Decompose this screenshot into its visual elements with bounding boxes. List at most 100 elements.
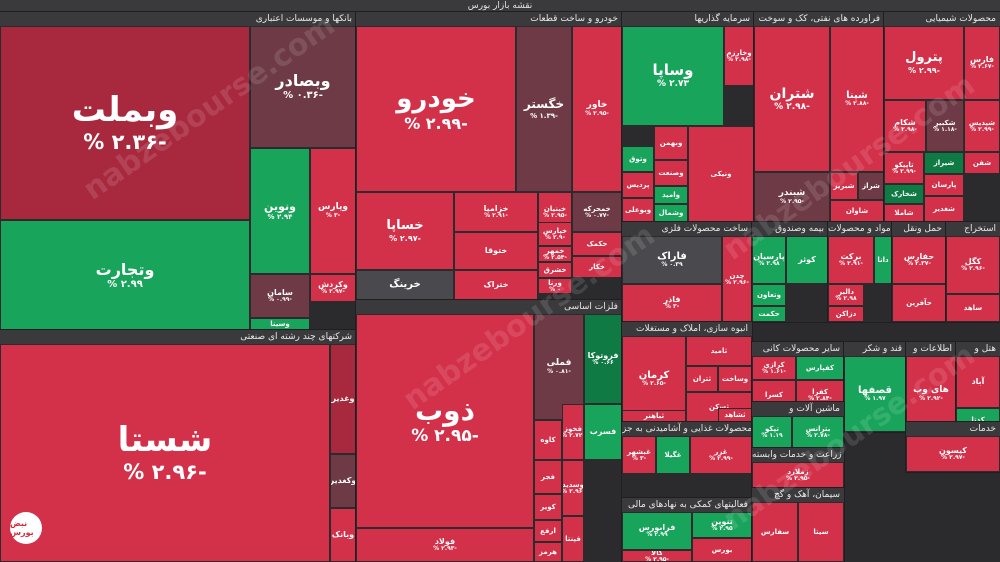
stock-tile[interactable]: وسینا — [250, 318, 310, 330]
stock-tile[interactable]: وصنعت — [654, 160, 688, 186]
stock-tile[interactable]: هرمز — [534, 542, 562, 562]
stock-tile[interactable]: فجر — [534, 460, 562, 494]
stock-tile[interactable]: چدن% ۲.۹۶- — [722, 236, 752, 322]
stock-tile[interactable]: کیسون% ۲.۹۷- — [906, 436, 1000, 472]
stock-tile[interactable]: کگل% ۲.۹۶- — [946, 236, 1000, 294]
stock-tile[interactable]: وکغدیر — [330, 454, 356, 508]
stock-tile[interactable]: ثشاهد — [718, 408, 752, 422]
stock-tile[interactable]: وپارس% ۳- — [310, 148, 356, 274]
stock-tile[interactable]: وبهمن — [654, 126, 688, 160]
stock-tile[interactable]: شستا% ۲.۹۶- — [0, 344, 330, 562]
stock-tile[interactable]: زملارد% ۲.۹۵- — [752, 462, 844, 488]
stock-tile[interactable]: دالبر% ۲.۹۸ — [828, 284, 864, 306]
stock-tile[interactable]: کالا% ۲.۹۵- — [622, 550, 692, 562]
stock-tile[interactable]: شبندر% ۲.۹۵- — [754, 172, 830, 222]
stock-tile[interactable]: شپدیس% ۲.۹۹- — [964, 100, 1000, 152]
stock-tile[interactable]: وتعاون — [752, 284, 786, 306]
stock-tile[interactable]: قصفها% ۱.۹۷ — [844, 356, 906, 432]
stock-tile[interactable]: سفارس — [752, 502, 798, 562]
stock-tile[interactable]: وسدید% ۲.۹۶- — [562, 460, 584, 516]
stock-tile[interactable]: ونوین% ۲.۹۴ — [250, 148, 310, 274]
stock-tile[interactable]: فاذر% ۳- — [622, 284, 722, 322]
stock-tile[interactable]: شیراز — [924, 152, 964, 174]
stock-tile[interactable]: شکام% ۲.۹۸- — [884, 100, 926, 152]
stock-tile[interactable]: شکبیر% ۱.۱۸- — [926, 100, 964, 152]
stock-tile[interactable]: وتوق — [622, 146, 654, 172]
stock-tile[interactable]: شبریز — [830, 172, 858, 200]
stock-tile[interactable]: فپنتا — [562, 516, 584, 562]
stock-tile[interactable]: خگستر% ۱.۳۹- — [516, 26, 572, 192]
stock-tile[interactable]: وبوعلی — [622, 198, 654, 222]
stock-tile[interactable]: فولاد% ۲.۹۳- — [356, 528, 534, 562]
stock-tile[interactable]: غگیلا — [656, 436, 690, 474]
stock-tile[interactable]: وامید — [654, 186, 688, 204]
stock-tile[interactable]: وساپا% ۲.۷۳ — [622, 26, 724, 126]
stock-tile[interactable]: تنوین% ۲.۹۵ — [692, 512, 752, 538]
stock-tile[interactable]: آباد — [956, 356, 1000, 408]
stock-tile[interactable]: کفپارس — [796, 356, 844, 380]
stock-tile[interactable]: شپنا% ۲.۸۸- — [830, 26, 884, 172]
stock-tile[interactable]: کویر — [534, 494, 562, 520]
stock-tile[interactable]: خمحرکه% ۰.۷۷- — [572, 192, 622, 232]
stock-tile[interactable]: ذوب% ۲.۹۵- — [356, 314, 534, 528]
stock-tile[interactable]: خمهر% ۲.۵۴- — [538, 246, 572, 262]
stock-tile[interactable]: خساپا% ۲.۹۷- — [356, 192, 454, 270]
stock-tile[interactable]: ختراک — [454, 270, 538, 300]
stock-tile[interactable]: ورنا% ۰ — [538, 278, 572, 294]
stock-tile[interactable]: فروتوکا% ۰.۶۶ — [584, 314, 622, 404]
stock-tile[interactable]: های وب% ۲.۹۲- — [906, 356, 956, 432]
stock-tile[interactable]: وبصادر% ۰.۳۶- — [250, 26, 356, 148]
stock-tile[interactable]: پارسیان% ۲.۹۸ — [752, 236, 786, 284]
stock-tile[interactable]: تاپیکو% ۲.۹۹- — [884, 152, 924, 184]
stock-tile[interactable]: وتجارت% ۲.۹۹ — [0, 220, 250, 332]
stock-tile[interactable]: پترول% ۲.۹۹- — [884, 26, 964, 100]
stock-tile[interactable]: پارسان — [924, 174, 964, 196]
stock-tile[interactable]: سیتا — [798, 502, 844, 562]
stock-tile[interactable]: ثامید — [686, 336, 752, 366]
stock-tile[interactable]: سامان% ۰.۹۹- — [250, 274, 310, 318]
stock-tile[interactable]: حکمت — [752, 306, 786, 322]
stock-tile[interactable]: شاوان — [830, 200, 884, 222]
stock-tile[interactable]: شفن — [964, 152, 1000, 174]
stock-tile[interactable]: وبانک — [330, 508, 356, 562]
stock-tile[interactable]: فملی% ۰.۸۱- — [534, 314, 584, 420]
stock-tile[interactable]: خکار — [572, 256, 622, 278]
stock-tile[interactable]: بورس — [692, 538, 752, 562]
stock-tile[interactable]: کاوه — [534, 420, 562, 460]
stock-tile[interactable]: فخوز% ۲.۷۲- — [562, 404, 584, 460]
stock-tile[interactable]: وساخت — [718, 366, 752, 392]
stock-tile[interactable]: حآفرین — [892, 284, 946, 322]
stock-tile[interactable]: بترانس% ۲.۷۸- — [792, 416, 844, 448]
stock-tile[interactable]: دانا — [874, 236, 892, 284]
stock-tile[interactable]: ساهد — [946, 294, 1000, 322]
stock-tile[interactable]: فارس% ۲.۶۷- — [964, 26, 1000, 100]
stock-tile[interactable]: خزامیا% ۲.۹۱- — [454, 192, 538, 232]
stock-tile[interactable]: پردیس — [622, 172, 654, 198]
stock-tile[interactable]: شاملا — [884, 204, 924, 222]
stock-tile[interactable]: خشرق — [538, 262, 572, 278]
stock-tile[interactable]: کوثر — [786, 236, 828, 284]
stock-tile[interactable]: حفارس% ۲.۳۷- — [892, 236, 946, 284]
stock-tile[interactable]: دزاکن — [828, 306, 864, 322]
stock-tile[interactable]: فاراک% ۰.۳۹ — [622, 236, 722, 284]
stock-tile[interactable]: وخارزم% ۲.۹۸- — [724, 26, 754, 86]
stock-tile[interactable]: شغدیر — [924, 196, 964, 222]
stock-tile[interactable]: فرابورس% ۲.۹۹ — [622, 512, 692, 550]
stock-tile[interactable]: خودرو% ۲.۹۹- — [356, 26, 516, 192]
stock-tile[interactable]: غبشهر% ۳- — [622, 436, 656, 474]
stock-tile[interactable]: تپکو% ۱.۱۹ — [752, 416, 792, 448]
stock-tile[interactable]: خرینگ — [356, 270, 454, 300]
stock-tile[interactable]: خپارس% ۲.۹- — [538, 222, 572, 246]
stock-tile[interactable]: شتران% ۲.۹۸- — [754, 26, 830, 172]
stock-tile[interactable]: ختوقا — [454, 232, 538, 270]
stock-tile[interactable]: وکردش% ۲.۹۷- — [310, 274, 356, 302]
stock-tile[interactable]: فسرب — [584, 404, 622, 460]
stock-tile[interactable]: غزر% ۲.۹۹- — [690, 436, 752, 474]
stock-tile[interactable]: شخارک — [884, 184, 924, 204]
stock-tile[interactable]: خاور% ۲.۹۵- — [572, 26, 622, 192]
stock-tile[interactable]: خکمک — [572, 232, 622, 256]
stock-tile[interactable]: ارفع — [534, 520, 562, 542]
stock-tile[interactable]: وغدیر — [330, 344, 356, 454]
stock-tile[interactable]: کرازی% ۱.۶۱- — [752, 356, 796, 380]
stock-tile[interactable]: ثباهنر — [622, 410, 686, 422]
